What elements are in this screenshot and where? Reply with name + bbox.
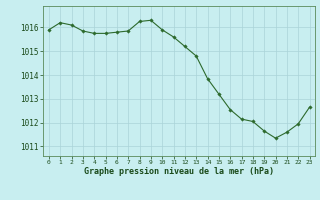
X-axis label: Graphe pression niveau de la mer (hPa): Graphe pression niveau de la mer (hPa) — [84, 167, 274, 176]
